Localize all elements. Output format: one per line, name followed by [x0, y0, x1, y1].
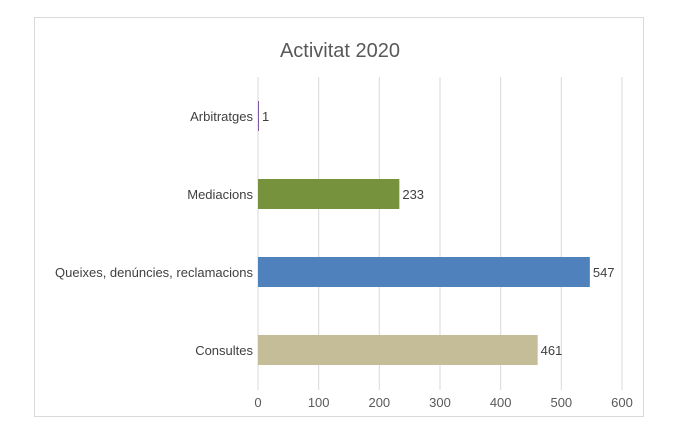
x-tick-label: 600 — [611, 395, 633, 410]
data-label: 233 — [402, 187, 424, 202]
x-tick-label: 500 — [550, 395, 572, 410]
bar — [258, 101, 259, 131]
category-label: Mediacions — [187, 187, 253, 202]
bar — [258, 257, 590, 287]
category-label: Queixes, denúncies, reclamacions — [55, 265, 253, 280]
category-labels: Arbitratges Mediacions Queixes, denúncies,… — [55, 109, 253, 358]
data-labels: 1 233 547 461 — [262, 109, 615, 358]
data-label: 461 — [541, 343, 563, 358]
x-tick-label: 0 — [254, 395, 261, 410]
chart-title: Activitat 2020 — [280, 40, 400, 62]
x-tick-label: 400 — [490, 395, 512, 410]
data-label: 1 — [262, 109, 269, 124]
x-tick-labels: 0 100 200 300 400 500 600 — [254, 395, 632, 410]
bar — [258, 335, 538, 365]
category-label: Arbitratges — [190, 109, 253, 124]
x-tick-label: 100 — [308, 395, 330, 410]
category-label: Consultes — [195, 343, 253, 358]
x-tick-label: 300 — [429, 395, 451, 410]
x-tick-label: 200 — [368, 395, 390, 410]
bars — [258, 101, 590, 365]
bar — [258, 179, 400, 209]
data-label: 547 — [593, 265, 615, 280]
